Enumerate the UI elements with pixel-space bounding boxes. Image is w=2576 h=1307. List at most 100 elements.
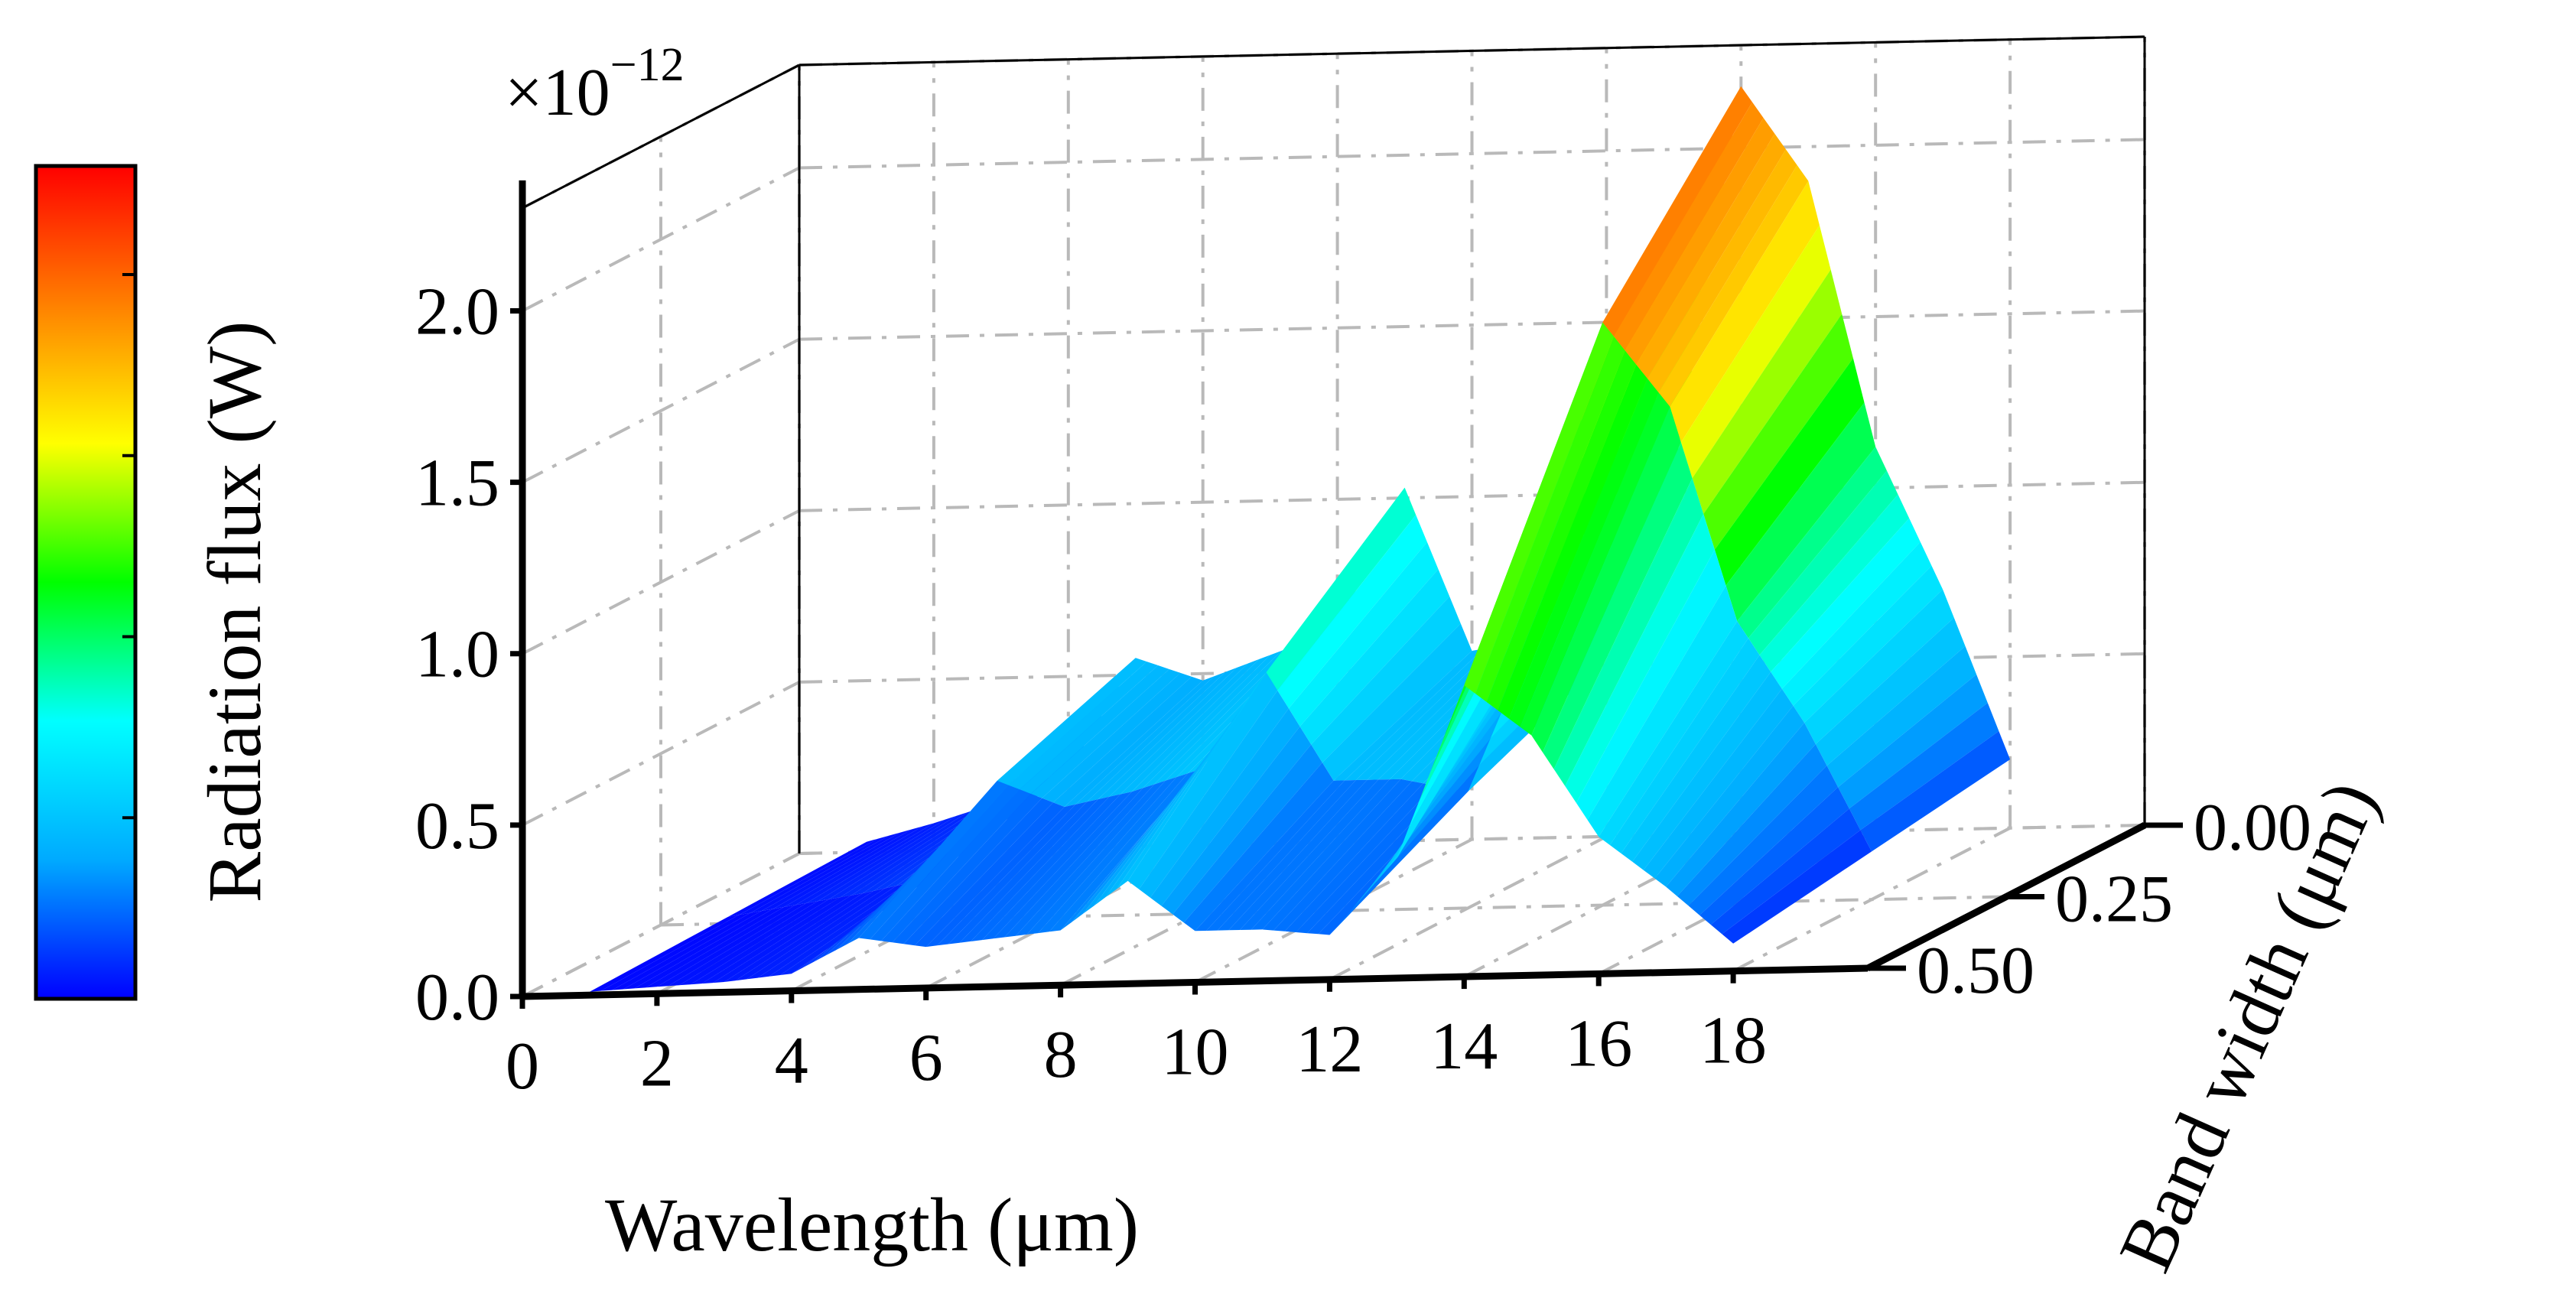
colorbar-ticks <box>122 273 135 1000</box>
surface-patch <box>1120 655 1270 795</box>
surface-patch <box>818 812 968 902</box>
surface-patch <box>690 897 841 985</box>
surface-patch <box>1030 669 1181 798</box>
surface-patch <box>1838 674 1988 809</box>
surface-patch <box>1781 541 1932 706</box>
surface-patch <box>1553 478 1704 786</box>
surface-patch <box>1042 672 1192 803</box>
surface-patch <box>1688 766 1839 915</box>
x-tick-label: 6 <box>909 1021 943 1095</box>
surface-patch <box>772 826 923 909</box>
surface-patch <box>1748 470 1898 655</box>
box-edge <box>798 35 2145 67</box>
surface-patch <box>1273 781 1423 931</box>
z-tick-label: 0.5 <box>415 789 499 863</box>
surface-patch <box>600 912 751 991</box>
y-tick-label: 0.00 <box>2194 791 2311 865</box>
surface-patch <box>1737 447 1887 639</box>
grid-line <box>1329 835 1608 981</box>
surface-patch <box>1826 645 1977 788</box>
surface-patch <box>1262 779 1413 931</box>
surface-patch <box>858 780 1009 940</box>
surface-patch <box>1150 708 1300 906</box>
surface-patch <box>1621 655 1771 862</box>
surface-patch <box>1016 780 1166 936</box>
surface-patch <box>1004 784 1154 938</box>
surface-patch <box>1576 549 1726 820</box>
surface-patch <box>1508 379 1659 727</box>
ticks-layer: 0.0 0.5 1.0 1.5 2.0 0 2 4 6 8 10 12 14 16 18 0.00 0.25 0.… <box>415 275 2311 1104</box>
surface-patch <box>1486 350 1637 710</box>
surface-patch <box>656 902 807 987</box>
surface-patch <box>750 832 900 913</box>
surface-patch <box>1206 780 1356 931</box>
surface-patch <box>1322 623 1472 781</box>
surface-patch <box>1680 225 1831 479</box>
surface-patch <box>1849 703 1999 831</box>
surface-patch <box>612 911 762 990</box>
surface-patch <box>1098 663 1248 800</box>
surface-patch <box>1266 487 1416 691</box>
surface-patch <box>1658 164 1809 407</box>
surface-layer <box>590 86 2011 992</box>
surface-patch <box>1725 402 1876 622</box>
surface-patch <box>1038 773 1188 934</box>
surface-patch <box>1475 336 1625 702</box>
surface-patch <box>1692 269 1843 514</box>
surface-patch <box>1722 830 1872 944</box>
box-edge <box>522 63 800 210</box>
surface-patch <box>1284 783 1435 932</box>
surface-patch <box>1625 118 1775 365</box>
surface-patch <box>881 789 1031 943</box>
x-tick-label: 16 <box>1565 1006 1632 1081</box>
surface-patch <box>623 909 773 990</box>
x-tick-label: 12 <box>1296 1013 1363 1087</box>
surface-patch <box>870 785 1020 941</box>
surface-patch <box>1049 769 1199 932</box>
surface-patch <box>634 906 785 989</box>
surface-patch <box>1804 589 1954 744</box>
surface-patch <box>1714 358 1865 586</box>
surface-patch <box>1345 646 1495 781</box>
z-axis-title: Radiation flux (W) <box>192 321 277 903</box>
surface-patch <box>1703 314 1853 550</box>
surface-patch <box>971 794 1120 941</box>
grid-line <box>798 309 2145 341</box>
surface-patch <box>1614 102 1764 351</box>
surface-patch <box>1143 646 1293 788</box>
surface-patch <box>1075 671 1225 805</box>
x-tick-label: 8 <box>1044 1018 1078 1092</box>
surface-patch <box>679 899 829 986</box>
surface-patch <box>1053 676 1203 807</box>
surface-patch <box>1240 779 1390 930</box>
surface-patch <box>1632 671 1782 870</box>
z-tick-label: 0.0 <box>415 961 499 1035</box>
surface-patch <box>1666 723 1816 896</box>
surface-patch <box>840 805 990 898</box>
z-multiplier: ×10−12 <box>505 39 685 130</box>
surface-patch <box>1296 785 1446 934</box>
surface-patch <box>724 890 874 982</box>
surface-patch <box>1860 731 2011 852</box>
z-tick-label: 2.0 <box>415 275 499 349</box>
surface-patch <box>590 915 740 992</box>
surface-patch <box>1228 779 1379 931</box>
x-tick-label: 14 <box>1430 1010 1498 1084</box>
surface-patch <box>739 835 890 915</box>
surface-patch <box>1565 514 1715 803</box>
surface-patch <box>1587 585 1738 837</box>
surface-patch <box>1520 392 1670 736</box>
surface-patch <box>701 895 852 984</box>
surface-patch <box>1636 133 1786 379</box>
surface-patch <box>925 804 1076 948</box>
surface-patch <box>1771 518 1921 689</box>
z-tick-label: 1.5 <box>415 447 499 521</box>
surface-patch <box>761 829 912 911</box>
surface-patch <box>1699 787 1849 925</box>
surface-patch <box>1183 762 1334 931</box>
y-tick-label: 0.25 <box>2055 863 2173 937</box>
surface-patch <box>1020 665 1169 794</box>
surface-patch <box>1793 565 1943 723</box>
surface-patch <box>1299 569 1450 745</box>
